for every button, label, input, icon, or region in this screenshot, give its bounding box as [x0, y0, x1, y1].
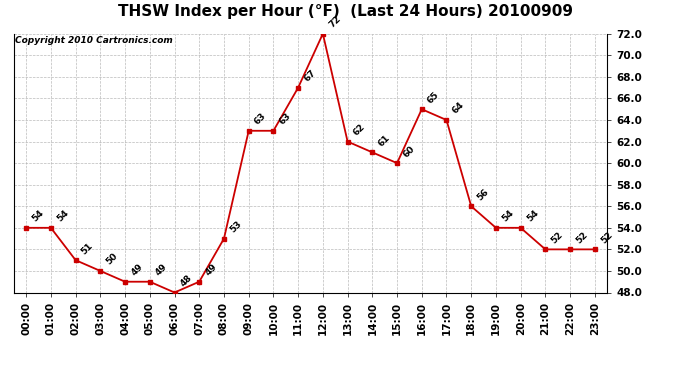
Text: 52: 52 [574, 230, 589, 245]
Text: 61: 61 [377, 133, 392, 148]
Text: 56: 56 [475, 187, 491, 202]
Text: 54: 54 [30, 209, 46, 224]
Text: 51: 51 [80, 241, 95, 256]
Text: 50: 50 [104, 252, 119, 267]
Text: 63: 63 [253, 111, 268, 127]
Text: 53: 53 [228, 219, 244, 234]
Text: 52: 52 [549, 230, 564, 245]
Text: 63: 63 [277, 111, 293, 127]
Text: Copyright 2010 Cartronics.com: Copyright 2010 Cartronics.com [15, 36, 172, 45]
Text: 62: 62 [352, 122, 367, 137]
Text: 54: 54 [55, 209, 70, 224]
Text: 54: 54 [500, 209, 515, 224]
Text: 60: 60 [401, 144, 416, 159]
Text: 49: 49 [129, 262, 145, 278]
Text: 64: 64 [451, 100, 466, 116]
Text: 49: 49 [154, 262, 169, 278]
Text: 52: 52 [599, 230, 614, 245]
Text: THSW Index per Hour (°F)  (Last 24 Hours) 20100909: THSW Index per Hour (°F) (Last 24 Hours)… [117, 4, 573, 19]
Text: 67: 67 [302, 68, 317, 84]
Text: 54: 54 [525, 209, 540, 224]
Text: 72: 72 [327, 14, 342, 30]
Text: 48: 48 [179, 273, 194, 288]
Text: 65: 65 [426, 90, 441, 105]
Text: 49: 49 [204, 262, 219, 278]
